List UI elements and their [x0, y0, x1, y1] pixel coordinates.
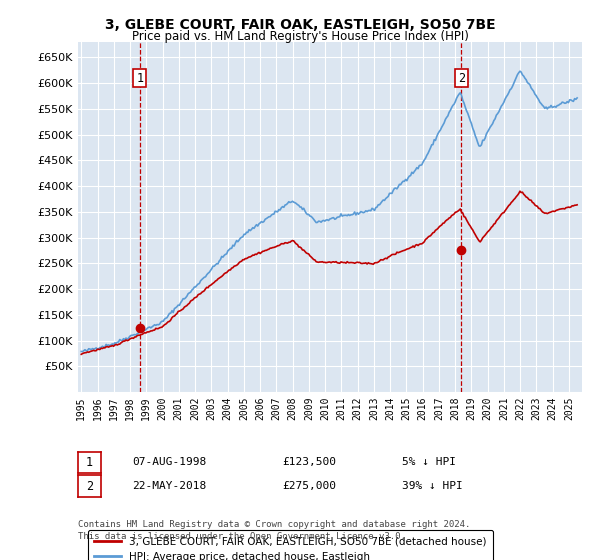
Text: 1: 1: [136, 72, 143, 85]
Legend: 3, GLEBE COURT, FAIR OAK, EASTLEIGH, SO50 7BE (detached house), HPI: Average pri: 3, GLEBE COURT, FAIR OAK, EASTLEIGH, SO5…: [88, 530, 493, 560]
Text: £123,500: £123,500: [282, 457, 336, 467]
Text: Contains HM Land Registry data © Crown copyright and database right 2024.: Contains HM Land Registry data © Crown c…: [78, 520, 470, 529]
Text: 07-AUG-1998: 07-AUG-1998: [132, 457, 206, 467]
Text: 2: 2: [86, 479, 93, 493]
Text: 3, GLEBE COURT, FAIR OAK, EASTLEIGH, SO50 7BE: 3, GLEBE COURT, FAIR OAK, EASTLEIGH, SO5…: [104, 18, 496, 32]
Text: £275,000: £275,000: [282, 480, 336, 491]
Text: 2: 2: [458, 72, 465, 85]
Text: This data is licensed under the Open Government Licence v3.0.: This data is licensed under the Open Gov…: [78, 532, 406, 541]
Text: 1: 1: [86, 456, 93, 469]
Text: 39% ↓ HPI: 39% ↓ HPI: [402, 480, 463, 491]
Text: 22-MAY-2018: 22-MAY-2018: [132, 480, 206, 491]
Text: Price paid vs. HM Land Registry's House Price Index (HPI): Price paid vs. HM Land Registry's House …: [131, 30, 469, 43]
Text: 5% ↓ HPI: 5% ↓ HPI: [402, 457, 456, 467]
